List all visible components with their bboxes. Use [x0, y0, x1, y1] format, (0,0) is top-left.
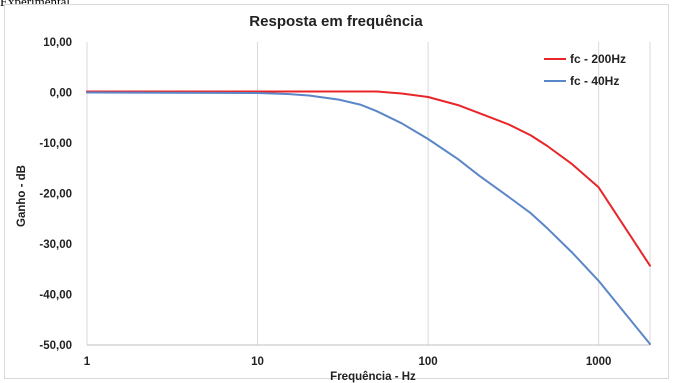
legend-label: fc - 40Hz: [570, 74, 619, 88]
gridlines: [86, 42, 651, 346]
x-tick-label: 1000: [586, 356, 612, 368]
legend-label: fc - 200Hz: [570, 52, 626, 66]
y-tick-label: -40,00: [39, 290, 72, 302]
x-tick-label: 100: [419, 356, 438, 368]
y-tick-label: -20,00: [39, 189, 72, 201]
y-tick-label: -10,00: [39, 138, 72, 150]
x-tick-label: 1: [84, 356, 91, 368]
x-tick-label: 10: [251, 356, 264, 368]
chart-area: [4, 4, 669, 379]
y-tick-labels: 10,00 0,00 -10,00 -20,00 -30,00 -40,00 -50,00: [39, 37, 72, 352]
x-axis-label: Frequência - Hz: [330, 371, 416, 383]
series-lines: [86, 90, 651, 345]
y-tick-label: 0,00: [50, 88, 72, 100]
chart-title: Resposta em frequência: [249, 13, 423, 30]
series-line-1: [86, 90, 651, 267]
y-tick-label: -30,00: [39, 239, 72, 251]
y-axis-label: Ganho - dB: [16, 165, 28, 227]
x-tick-labels: 1 10 100 1000: [84, 356, 612, 368]
y-tick-label: -50,00: [39, 340, 72, 352]
y-tick-label: 10,00: [43, 37, 72, 49]
legend: fc - 200Hz fc - 40Hz: [544, 52, 626, 88]
series-line-2: [86, 91, 651, 345]
